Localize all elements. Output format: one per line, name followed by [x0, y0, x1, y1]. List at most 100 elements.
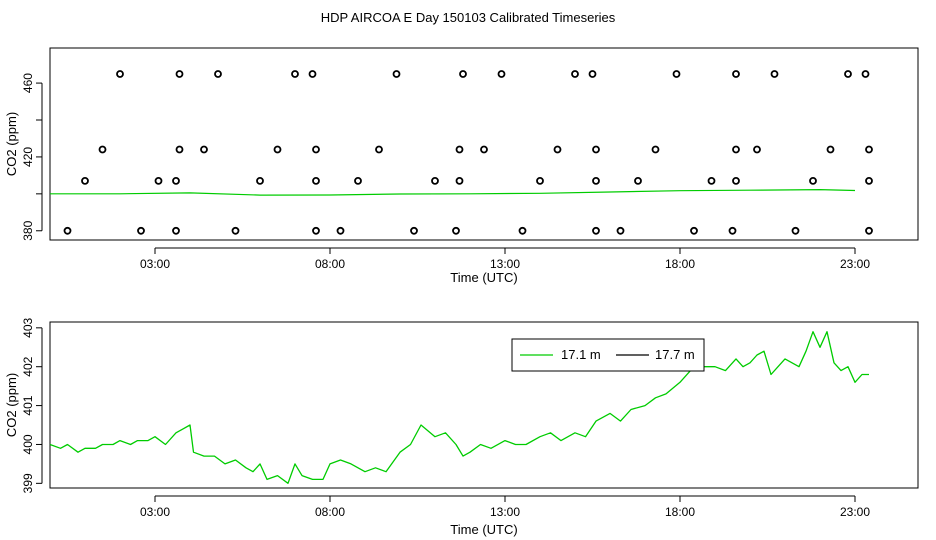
line-y-tick-label: 403 [21, 317, 35, 337]
line-y-tick-label: 402 [21, 356, 35, 376]
scatter-panel: 03:00 08:00 13:00 18:00 23:00 380 420 460 Time… [4, 47, 919, 285]
scatter-point [672, 70, 681, 78]
scatter-point [137, 226, 145, 235]
scatter-x-tick-label: 08:00 [315, 257, 345, 271]
line-x-tick-label: 08:00 [315, 505, 345, 519]
line-plot-frame [49, 321, 919, 489]
scatter-point [732, 70, 740, 78]
scatter-point [172, 176, 180, 185]
scatter-point [651, 145, 660, 154]
scatter-x-tick-label: 23:00 [840, 257, 870, 271]
scatter-point [592, 226, 600, 235]
scatter-point [865, 226, 873, 235]
scatter-x-tick-label: 18:00 [665, 257, 695, 271]
scatter-point [291, 70, 299, 78]
line-series-group [49, 331, 869, 484]
scatter-point [732, 176, 740, 185]
scatter-point [459, 70, 467, 78]
scatter-baseline-line [50, 188, 856, 196]
scatter-point [480, 145, 488, 154]
scatter-point [865, 176, 873, 185]
scatter-point [634, 176, 642, 185]
scatter-point [616, 226, 625, 235]
scatter-point [826, 145, 835, 154]
scatter-point [753, 145, 761, 154]
scatter-point [497, 70, 506, 78]
scatter-point [770, 70, 779, 78]
scatter-point [116, 70, 124, 78]
scatter-plot-frame [49, 47, 919, 241]
scatter-point [81, 176, 89, 185]
scatter-point [452, 226, 460, 235]
scatter-point [861, 70, 870, 78]
scatter-point [231, 226, 240, 235]
scatter-point [172, 226, 180, 235]
figure-title: HDP AIRCOA E Day 150103 Calibrated Times… [321, 10, 616, 25]
scatter-point [312, 176, 320, 185]
scatter-y-tick-label: 380 [21, 220, 35, 240]
scatter-point [732, 145, 740, 154]
legend-label-series-1: 17.1 m [561, 347, 601, 362]
line-x-axis-label: Time (UTC) [450, 522, 517, 537]
scatter-point [553, 145, 562, 154]
scatter-point [592, 145, 600, 154]
scatter-point [154, 176, 163, 185]
scatter-point [690, 226, 698, 235]
line-panel: 03:00 08:00 13:00 18:00 23:00 399 400 401 402 40… [4, 317, 919, 537]
line-y-axis: 399 400 401 402 403 [21, 317, 43, 493]
scatter-point [410, 226, 418, 235]
legend-label-series-2: 17.7 m [655, 347, 695, 362]
scatter-y-tick-label: 460 [21, 73, 35, 93]
line-x-axis: 03:00 08:00 13:00 18:00 23:00 [140, 495, 870, 519]
scatter-point [588, 70, 597, 78]
scatter-point [214, 70, 222, 78]
scatter-point [809, 176, 817, 185]
scatter-point [375, 145, 383, 154]
scatter-point [392, 70, 401, 78]
scatter-baseline-series [50, 188, 856, 196]
scatter-y-tick-label: 420 [21, 147, 35, 167]
scatter-point [592, 176, 600, 185]
line-x-tick-label: 18:00 [665, 505, 695, 519]
scatter-point [308, 70, 317, 78]
scatter-point [791, 226, 800, 235]
scatter-y-axis-label: CO2 (ppm) [4, 112, 19, 176]
scatter-y-axis: 380 420 460 [21, 73, 43, 241]
scatter-x-axis: 03:00 08:00 13:00 18:00 23:00 [140, 247, 870, 271]
line-y-axis-label: CO2 (ppm) [4, 373, 19, 437]
line-x-tick-label: 13:00 [490, 505, 520, 519]
scatter-point [728, 226, 737, 235]
scatter-x-tick-label: 03:00 [140, 257, 170, 271]
scatter-point [336, 226, 345, 235]
scatter-point [63, 226, 72, 235]
scatter-point [98, 145, 107, 154]
scatter-point [844, 70, 852, 78]
scatter-point [518, 226, 527, 235]
line-y-tick-label: 400 [21, 434, 35, 454]
legend: 17.1 m 17.7 m [511, 338, 705, 372]
scatter-point [431, 176, 439, 185]
scatter-points [63, 70, 873, 235]
scatter-point [312, 145, 320, 154]
line-y-tick-label: 399 [21, 473, 35, 493]
scatter-point [707, 176, 716, 185]
scatter-point [455, 145, 464, 154]
scatter-point [571, 70, 579, 78]
scatter-point [175, 70, 184, 78]
line-x-tick-label: 23:00 [840, 505, 870, 519]
scatter-point [865, 145, 873, 154]
scatter-point [455, 176, 464, 185]
scatter-point [312, 226, 320, 235]
scatter-point [200, 145, 208, 154]
line-x-tick-label: 03:00 [140, 505, 170, 519]
scatter-x-tick-label: 13:00 [490, 257, 520, 271]
series-line-1 [49, 331, 869, 484]
scatter-x-axis-label: Time (UTC) [450, 270, 517, 285]
scatter-point [354, 176, 362, 185]
line-y-tick-label: 401 [21, 395, 35, 415]
scatter-point [175, 145, 184, 154]
scatter-point [536, 176, 544, 185]
scatter-point [273, 145, 282, 154]
scatter-point [256, 176, 264, 185]
